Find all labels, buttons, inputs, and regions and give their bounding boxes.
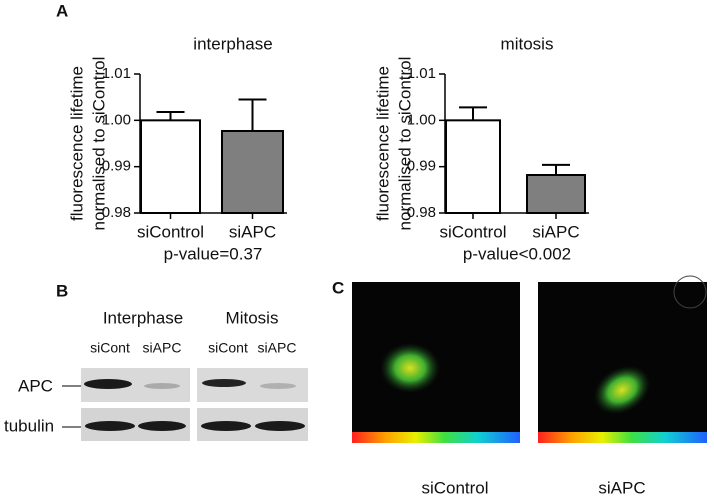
lane-label: siAPC [143, 340, 182, 356]
x-tick-label: siControl [137, 222, 204, 241]
row-label: tubulin [4, 416, 54, 435]
annotation: p-value=0.37 [164, 244, 263, 263]
y-tick-label: 1.00 [407, 111, 436, 128]
bar [445, 119, 501, 214]
cell-signal [380, 343, 440, 393]
lane-label: siAPC [258, 340, 297, 356]
microscopy [352, 275, 707, 443]
y-axis-label: normalised to siControl [89, 57, 108, 231]
band [201, 421, 251, 431]
y-axis-label: fluorescence lifetime [67, 66, 86, 221]
x-tick-label: siAPC [229, 222, 276, 241]
image-caption: siAPC [598, 478, 645, 497]
cell-signal [593, 365, 651, 415]
chart-title: mitosis [501, 34, 554, 53]
y-axis-label: normalised to siControl [395, 57, 414, 231]
band [138, 421, 186, 431]
x-tick-label: siControl [439, 222, 506, 241]
panel-label: A [56, 1, 68, 20]
band [255, 421, 305, 431]
panel-label: C [332, 278, 344, 297]
y-tick-label: 0.98 [102, 204, 131, 221]
western-blot [62, 368, 308, 441]
y-tick-label: 0.98 [407, 204, 436, 221]
y-tick-label: 1.01 [102, 65, 131, 82]
y-tick-label: 0.99 [407, 158, 436, 175]
band [84, 379, 132, 389]
nucleus [673, 275, 707, 309]
band [85, 421, 135, 431]
condition-label: Interphase [103, 308, 183, 327]
bar [221, 129, 284, 215]
chart-title: interphase [193, 34, 272, 53]
band [202, 379, 246, 387]
bar [526, 174, 586, 214]
panel-label: B [56, 281, 68, 300]
y-tick-label: 1.01 [407, 65, 436, 82]
y-tick-label: 1.00 [102, 111, 131, 128]
color-scale [352, 432, 520, 443]
row-label: APC [18, 376, 53, 395]
lane-label: siCont [90, 340, 130, 356]
bar [140, 119, 201, 214]
band [260, 383, 296, 389]
condition-label: Mitosis [226, 308, 279, 327]
y-tick-label: 0.99 [102, 158, 131, 175]
band [144, 383, 180, 389]
image-caption: siControl [421, 478, 488, 497]
y-axis-label: fluorescence lifetime [373, 66, 392, 221]
lane-label: siCont [208, 340, 248, 356]
annotation: p-value<0.002 [463, 244, 571, 263]
x-tick-label: siAPC [532, 222, 579, 241]
color-scale [538, 432, 707, 443]
